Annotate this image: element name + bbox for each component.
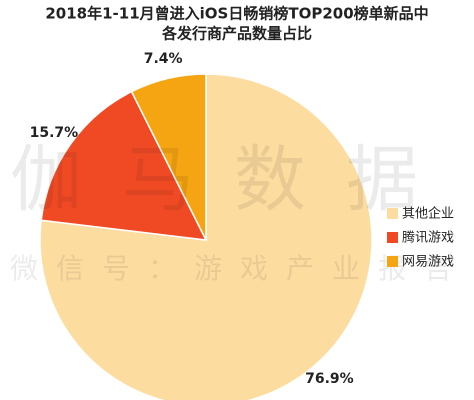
legend-label: 腾讯游戏 [402,230,454,246]
pie-slice [130,73,207,241]
pie-slice [40,90,208,241]
data-label: 7.4% [144,51,183,67]
data-label: 76.9% [305,371,354,387]
chart-title: 2018年1-11月曾进入iOS日畅销榜TOP200榜单新品中 [45,5,428,23]
chart-title: 各发行商产品数量占比 [161,25,312,43]
pie-slice [39,73,373,400]
watermark: 微信号：游戏产业报告 [10,252,470,285]
legend-label: 其他企业 [402,206,454,222]
data-label: 15.7% [30,125,79,141]
legend-swatch [387,232,398,243]
legend-swatch [387,256,398,267]
legend-label: 网易游戏 [402,255,454,270]
watermark: 伽马数据 [10,138,458,222]
labels: 76.9% 15.7% 7.4% [30,51,354,387]
legend-swatch [387,208,398,219]
pie [39,73,373,400]
